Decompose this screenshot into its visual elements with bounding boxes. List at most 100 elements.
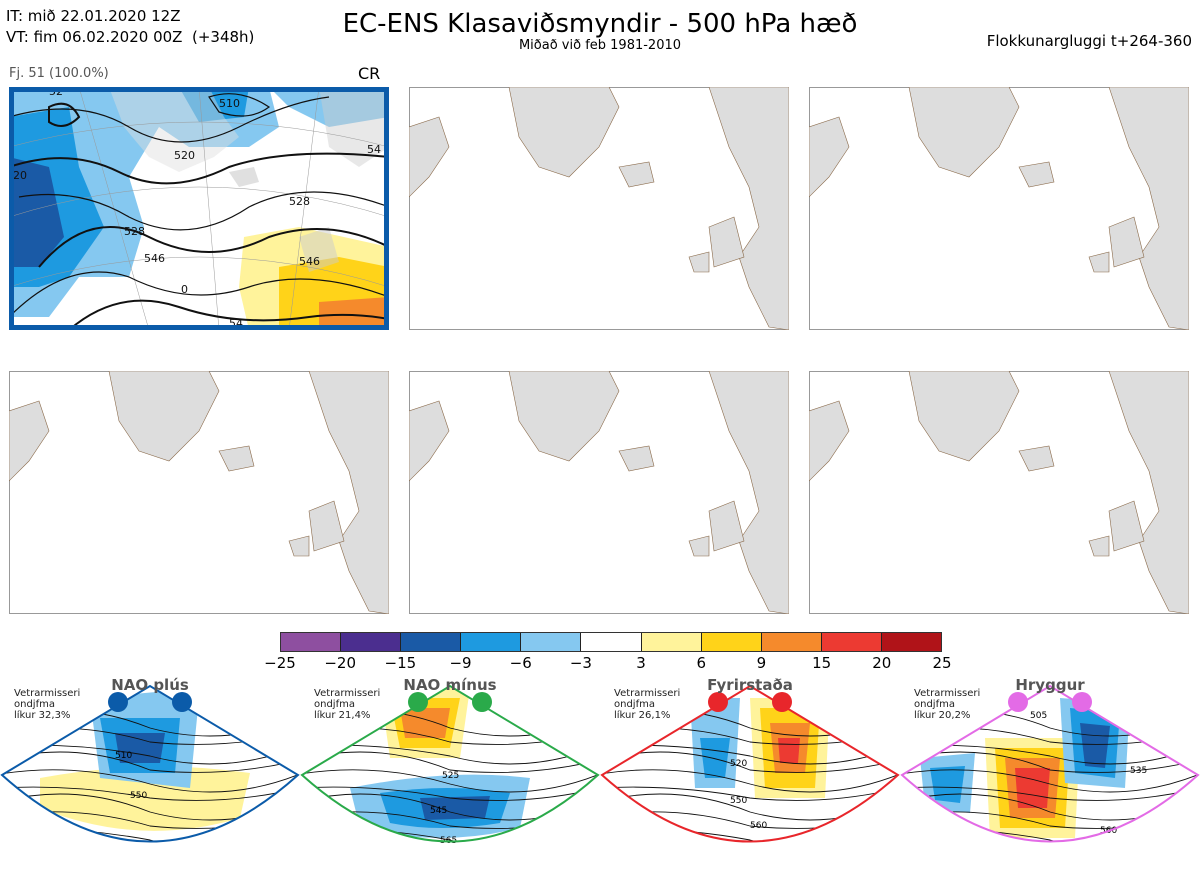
regime-info-line: líkur 20,2% [914,710,971,721]
contour-label: 546 [299,255,320,268]
contour-label: 535 [1130,766,1147,776]
anomaly-area [778,738,800,763]
colorbar-swatch [521,633,582,651]
regime-marker-dot [108,692,128,712]
height-contour [902,786,1198,801]
colorbar-tick-label: 6 [696,654,707,672]
regime-info-line: Vetrarmisseri [14,688,81,699]
regime-info: Vetrarmisseri ondjfma líkur 32,3% [14,688,80,721]
height-contour [2,751,298,773]
contour-label: 528 [289,195,310,208]
contour-label: 510 [219,97,240,110]
anomaly-area [1080,723,1110,768]
anomaly-area [400,708,450,738]
colorbar-tick-label: −6 [509,654,532,672]
anomaly-area [115,733,165,763]
anomaly-area [700,738,730,778]
anomaly-area [930,766,965,803]
height-contour [602,744,898,765]
regime-marker-dot [172,692,192,712]
colorbar-tick-label: −3 [569,654,592,672]
colorbar-swatch [581,633,642,651]
colorbar-swatch [701,633,762,651]
contour-label: 20 [13,169,27,182]
colorbar-swatch [401,633,462,651]
height-contour [2,786,298,801]
cluster-regime-code: CR [358,64,381,83]
contour-label: 550 [730,796,747,806]
colorbar-swatch [461,633,522,651]
fan-outline [0,684,300,843]
contour-label: 528 [124,225,145,238]
colorbar-swatch [821,633,882,651]
colorbar-tick-label: −25 [264,654,296,672]
regime-marker-dot [1008,692,1028,712]
regime-fan-2: 525 545 565 [300,678,600,871]
valid-time: VT: fim 06.02.2020 00Z (+348h) [6,28,255,46]
colorbar-tick-label: 3 [636,654,646,672]
colorbar-tick-label: 9 [756,654,767,672]
cluster-map-3[interactable] [809,87,1189,330]
height-contour [2,828,298,842]
fan-outline [300,684,600,843]
colorbar-tick-label: 15 [812,654,832,672]
page-title: EC-ENS Klasaviðsmyndir - 500 hPa hæð [342,9,858,39]
height-contour [2,769,298,793]
regime-info-line: Vetrarmisseri [614,688,681,699]
height-contour [602,769,898,793]
colorbar-tick-label: −15 [384,654,417,672]
contour-label: 545 [430,806,447,816]
anomaly-area [1015,768,1050,808]
page-subtitle: Miðað við feb 1981-2010 [518,38,682,53]
regime-title: NAO plús [111,676,189,694]
regime-info: Vetrarmisseri ondjfma líkur 20,2% [914,688,980,721]
contour-label: 525 [442,771,459,781]
cluster-map-2[interactable] [409,87,789,330]
regime-info: Vetrarmisseri ondjfma líkur 21,4% [314,688,380,721]
colorbar-swatch [281,633,342,651]
contour-label: 510 [115,751,132,761]
cluster-map-6[interactable] [809,371,1189,614]
height-contour [302,769,598,793]
colorbar-tick-label: 25 [932,654,952,672]
height-contour [602,828,898,842]
anomaly-area [40,766,250,831]
anomaly-colorbar [280,632,942,652]
height-contour [902,751,1198,773]
regime-info-line: ondjfma [614,699,655,710]
cluster-map-5[interactable] [409,371,789,614]
regime-title: Hryggur [1015,676,1085,694]
regime-info-line: ondjfma [14,699,55,710]
colorbar-swatch [641,633,702,651]
contour-label: 54 [367,143,381,156]
regime-title: Fyrirstaða [707,676,793,694]
regime-info-line: Vetrarmisseri [314,688,381,699]
header-times: IT: mið 22.01.2020 12Z VT: fim 06.02.202… [6,6,254,48]
height-contour [602,727,898,745]
regime-title: NAO mínus [403,676,497,694]
cluster-map-1[interactable]: 510 520 528 546 528 546 54 0 54 20 52 [9,87,389,330]
height-contour [302,751,598,773]
cluster-map-4[interactable] [9,371,389,614]
regime-fan-3: 520 550 560 [600,678,900,871]
fan-outline [900,684,1200,843]
regime-fan-1: 510 550 [0,678,300,871]
contour-label: 52 [49,87,63,98]
initial-time: IT: mið 22.01.2020 12Z [6,7,181,25]
regime-info-line: Vetrarmisseri [914,688,981,699]
colorbar-tick-label: −9 [449,654,472,672]
regime-info-line: líkur 32,3% [14,710,71,721]
height-contour [602,751,898,773]
contour-label: 520 [730,759,747,769]
regime-marker-dot [708,692,728,712]
contour-label: 505 [1030,711,1047,721]
height-contour [902,769,1198,793]
anomaly-area [420,796,490,820]
regime-marker-dot [408,692,428,712]
colorbar-tick-label: 20 [872,654,892,672]
contour-label: 550 [130,791,147,801]
regime-fan-4: 505 535 560 [900,678,1200,871]
height-contour [302,786,598,801]
cluster-member-count: Fj. 51 (100.0%) [9,66,109,81]
height-contour [902,727,1198,745]
